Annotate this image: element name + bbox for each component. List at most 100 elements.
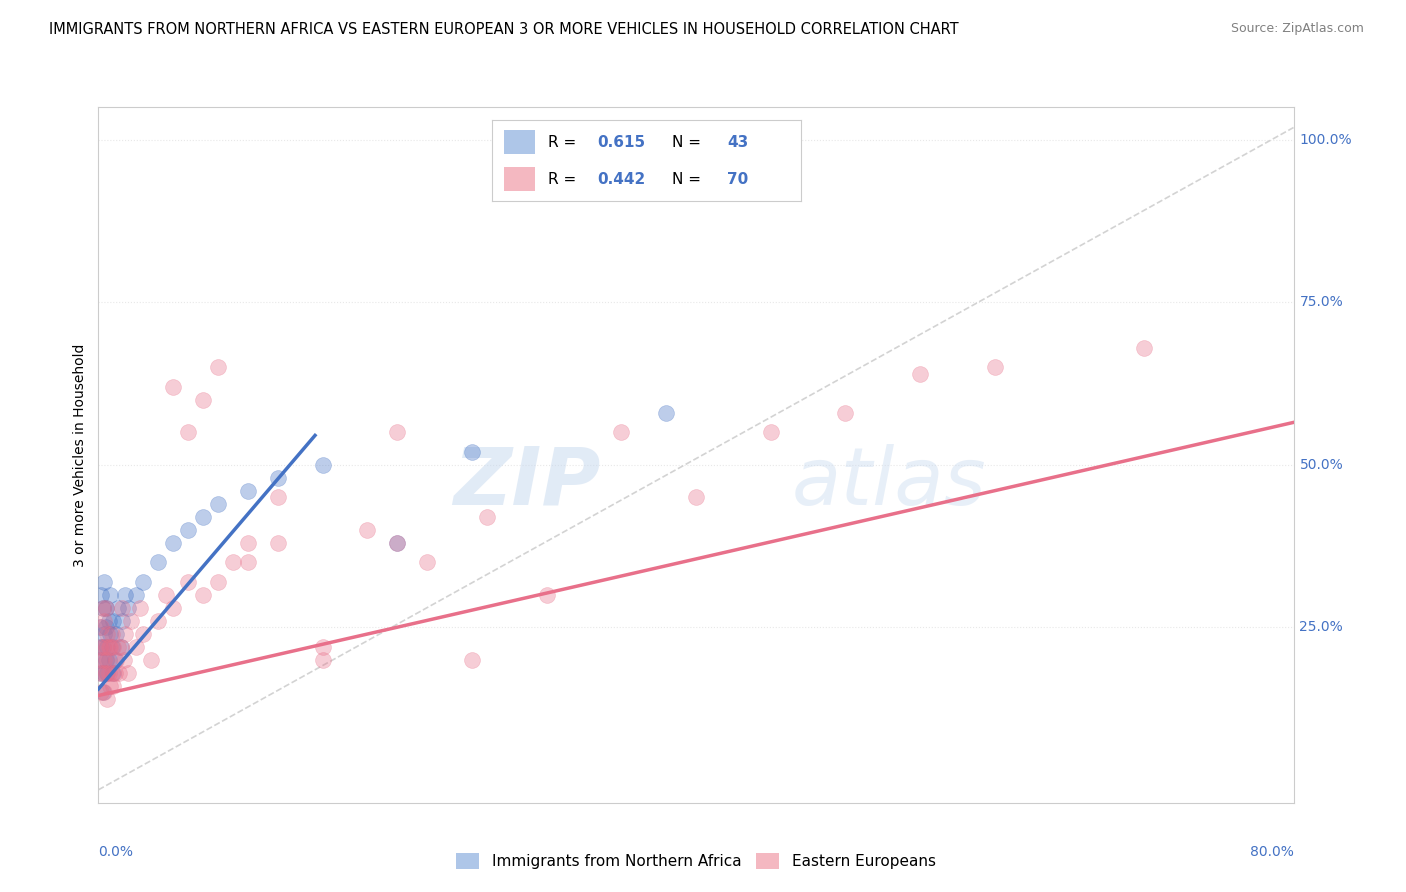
Point [610, 425, 633, 439]
Text: 0.615: 0.615 [598, 135, 645, 150]
Point [461, 444, 484, 458]
Point [983, 360, 1005, 375]
Point [356, 523, 378, 537]
Point [222, 555, 245, 569]
Y-axis label: 3 or more Vehicles in Household: 3 or more Vehicles in Household [73, 343, 87, 566]
Point [91, 640, 114, 654]
Point [96, 653, 118, 667]
Point [98, 640, 122, 654]
Text: Source: ZipAtlas.com: Source: ZipAtlas.com [1230, 22, 1364, 36]
Point [110, 640, 132, 654]
Point [148, 555, 170, 569]
Point [94, 640, 117, 654]
Point [125, 588, 148, 602]
Point [103, 665, 125, 680]
Point [125, 640, 148, 654]
Point [117, 600, 139, 615]
Text: 80.0%: 80.0% [1250, 845, 1294, 858]
Text: 100.0%: 100.0% [1299, 133, 1353, 146]
Point [90, 653, 112, 667]
Point [177, 574, 200, 589]
Point [94, 600, 117, 615]
Point [90, 588, 112, 602]
Point [97, 640, 120, 654]
Point [114, 588, 136, 602]
Point [93, 626, 115, 640]
Point [103, 614, 125, 628]
Point [98, 588, 122, 602]
Point [132, 626, 155, 640]
Point [207, 360, 229, 375]
Point [139, 653, 162, 667]
Point [155, 588, 177, 602]
Point [93, 614, 115, 628]
Point [834, 406, 856, 420]
Point [97, 614, 120, 628]
Point [162, 600, 184, 615]
Point [91, 665, 114, 680]
Point [89, 640, 111, 654]
Text: ZIP: ZIP [453, 443, 600, 522]
Text: 43: 43 [727, 135, 748, 150]
Point [311, 458, 333, 472]
Point [101, 640, 124, 654]
Point [111, 614, 134, 628]
Point [191, 509, 214, 524]
Point [655, 406, 678, 420]
Text: 50.0%: 50.0% [1299, 458, 1343, 472]
Text: 25.0%: 25.0% [1299, 620, 1343, 634]
Point [96, 665, 118, 680]
Point [685, 490, 707, 504]
Point [93, 685, 115, 699]
Point [89, 653, 111, 667]
Point [111, 600, 134, 615]
Point [93, 665, 115, 680]
Point [94, 665, 117, 680]
Text: atlas: atlas [792, 443, 987, 522]
Text: 75.0%: 75.0% [1299, 295, 1343, 310]
Text: N =: N = [672, 135, 706, 150]
Point [103, 640, 125, 654]
Point [129, 600, 152, 615]
Point [101, 665, 124, 680]
Point [94, 620, 117, 634]
Point [207, 574, 229, 589]
Point [162, 379, 184, 393]
Point [94, 600, 117, 615]
Point [98, 626, 122, 640]
Point [908, 367, 931, 381]
Point [93, 653, 115, 667]
Point [110, 640, 132, 654]
Point [90, 640, 112, 654]
Point [112, 653, 135, 667]
Point [148, 614, 170, 628]
Point [104, 665, 127, 680]
Point [89, 665, 111, 680]
Point [101, 626, 124, 640]
Point [236, 483, 259, 498]
Point [117, 665, 139, 680]
Point [105, 626, 128, 640]
Bar [505, 167, 536, 191]
Point [96, 691, 118, 706]
Text: IMMIGRANTS FROM NORTHERN AFRICA VS EASTERN EUROPEAN 3 OR MORE VEHICLES IN HOUSEH: IMMIGRANTS FROM NORTHERN AFRICA VS EASTE… [49, 22, 959, 37]
Point [475, 509, 498, 524]
Point [207, 497, 229, 511]
Point [759, 425, 782, 439]
Bar [505, 130, 536, 154]
Point [105, 653, 128, 667]
Point [91, 600, 114, 615]
Text: 70: 70 [727, 171, 748, 186]
Text: 0.0%: 0.0% [98, 845, 134, 858]
Point [91, 685, 114, 699]
Point [120, 614, 142, 628]
Point [311, 653, 333, 667]
Point [191, 392, 214, 407]
Point [91, 640, 114, 654]
Point [267, 490, 290, 504]
Point [90, 620, 112, 634]
Point [96, 640, 118, 654]
Point [536, 588, 558, 602]
Point [177, 425, 200, 439]
Point [236, 535, 259, 549]
